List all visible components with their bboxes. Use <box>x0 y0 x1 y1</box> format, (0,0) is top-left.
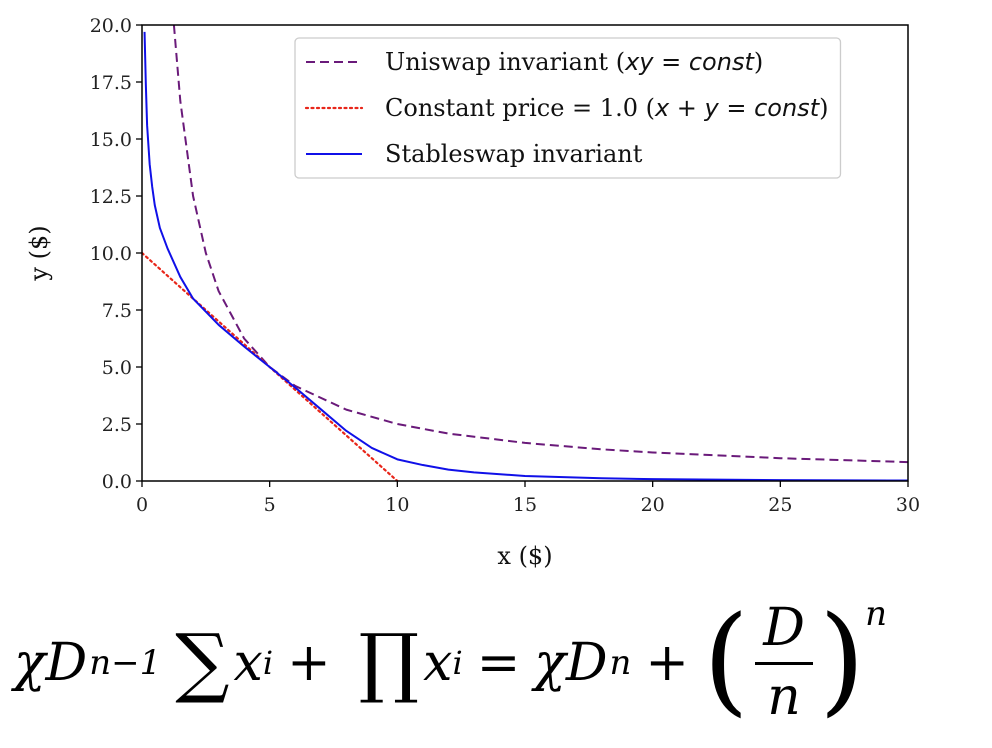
y-tick-label: 2.5 <box>102 414 132 436</box>
y-axis-ticks: 0.0 2.5 5.0 7.5 10.0 12.5 15.0 17.5 20.0 <box>90 15 142 493</box>
formula-chi-rhs: χ <box>534 633 566 693</box>
formula-plus-2: + <box>645 633 689 693</box>
legend-label-3: Stableswap invariant <box>385 140 643 168</box>
formula-x-sum: x <box>233 633 263 693</box>
y-tick-label: 5.0 <box>102 357 132 379</box>
legend-label-2: Constant price = 1.0 (x + y = const) <box>385 94 828 122</box>
stableswap-chart: 0 5 10 15 20 25 30 0.0 2.5 5.0 7.5 10.0 12.5 15.0 17.… <box>25 15 920 570</box>
legend: Uniswap invariant (xy = const) Constant p… <box>294 37 842 179</box>
formula-fraction-bar <box>755 661 814 665</box>
x-tick-label: 15 <box>513 494 537 516</box>
x-tick-label: 10 <box>385 494 409 516</box>
formula-fraction-denominator: n <box>767 666 801 727</box>
y-tick-label: 15.0 <box>90 129 132 151</box>
x-tick-label: 5 <box>264 494 276 516</box>
plot-lines <box>142 25 908 481</box>
stableswap-formula: χ D n−1 ∑ x i + ∏ x i = χ D n + ( D n ) … <box>14 588 984 738</box>
y-tick-label: 17.5 <box>90 72 132 94</box>
legend-label-1: Uniswap invariant (xy = const) <box>385 48 763 76</box>
formula-d-rhs: D <box>565 633 608 693</box>
series-line-1 <box>172 25 908 464</box>
formula-fraction-numerator: D <box>763 598 805 659</box>
formula-exponent-n-minus-1: n−1 <box>89 643 162 683</box>
formula-left-paren: ( <box>703 590 750 728</box>
formula-sub-i-prod: i <box>452 644 463 682</box>
formula-plus-1: + <box>287 633 331 693</box>
formula-outer-exponent-n: n <box>865 594 887 634</box>
formula-fraction: D n <box>755 598 814 727</box>
x-axis-ticks: 0 5 10 15 20 25 30 <box>136 481 920 516</box>
x-tick-label: 20 <box>641 494 665 516</box>
formula-d: D <box>45 633 88 693</box>
x-tick-label: 0 <box>136 494 148 516</box>
formula-chi: χ <box>14 633 46 693</box>
formula-right-paren: ) <box>819 590 866 728</box>
formula-sub-i-sum: i <box>262 644 274 682</box>
y-tick-label: 12.5 <box>90 186 132 208</box>
formula-x-prod: x <box>423 633 453 693</box>
y-tick-label: 0.0 <box>102 471 132 493</box>
y-axis-label: y ($) <box>25 225 53 281</box>
series-line-3 <box>143 31 908 481</box>
x-axis-label: x ($) <box>497 542 552 570</box>
formula-sum-symbol: ∑ <box>175 616 230 706</box>
formula-exponent-n: n <box>609 643 632 683</box>
y-tick-label: 7.5 <box>102 300 132 322</box>
x-tick-label: 30 <box>896 494 920 516</box>
formula-equals: = <box>476 633 521 693</box>
y-tick-label: 10.0 <box>90 243 132 265</box>
legend-box <box>294 37 842 179</box>
x-tick-label: 25 <box>768 494 792 516</box>
y-tick-label: 20.0 <box>90 15 132 37</box>
formula-product-symbol: ∏ <box>358 616 420 706</box>
